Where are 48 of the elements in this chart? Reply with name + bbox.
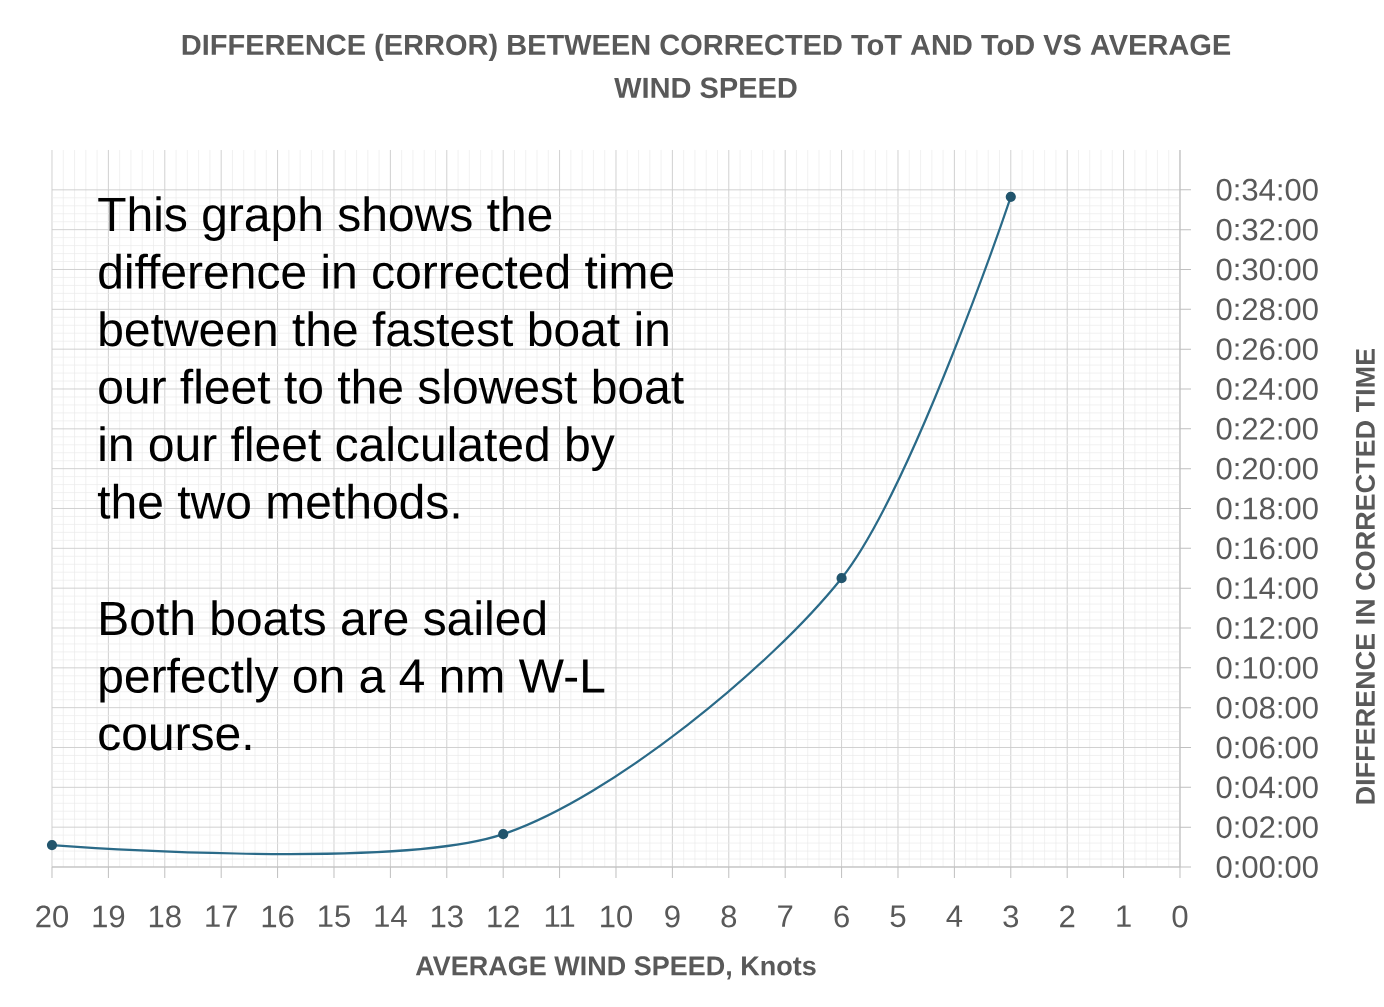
y-tick-label: 0:30:00 (1216, 258, 1318, 281)
x-tick-label: 17 (206, 905, 237, 927)
y-tick-label: 0:26:00 (1216, 338, 1318, 361)
x-tick-label: 12 (488, 905, 519, 928)
x-tick-label: 11 (545, 905, 575, 927)
y-tick-label: 0:22:00 (1216, 417, 1318, 440)
annotation: Both boats are sailed perfectly on a 4 nm W-L course. (99, 600, 605, 751)
x-tick-label: 13 (431, 905, 463, 928)
x-tick-label: 2 (1060, 905, 1075, 928)
x-tick-label: 0 (1172, 905, 1188, 928)
x-tick-label: 19 (93, 905, 125, 928)
y-tick-label: 0:02:00 (1216, 816, 1318, 839)
y-tick-label: 0:24:00 (1216, 378, 1318, 400)
y-tick-label: 0:14:00 (1216, 577, 1318, 600)
y-tick-label: 0:18:00 (1216, 497, 1318, 520)
x-tick-label: 4 (946, 905, 963, 927)
x-tick-label: 10 (601, 905, 633, 928)
x-tick-label: 3 (1003, 905, 1019, 928)
point (498, 829, 509, 840)
y-tick-label: 0:12:00 (1216, 617, 1318, 639)
x-tick-label: 1 (1117, 905, 1131, 927)
x-tick-label: 5 (890, 905, 906, 928)
x-tick-label: 15 (319, 905, 350, 928)
point (836, 573, 847, 584)
x-tick-label: 7 (778, 905, 793, 927)
y-tick-label: 0:10:00 (1216, 656, 1318, 679)
point (46, 839, 58, 851)
annotation: This graph shows the difference in corrected time between the fastest boat in our fleet to the slowest boat in our fleet calculated by the two methods. (97, 196, 684, 519)
point (1005, 191, 1016, 202)
x-axis-title: AVERAGE WIND SPEED, Knots (415, 956, 816, 980)
y-axis-title: DIFFERENCE IN CORRECTED TIME (1355, 348, 1375, 804)
y-tick-label: 0:00:00 (1216, 856, 1318, 878)
x-tick-label: 9 (665, 905, 680, 928)
x-tick-label: 20 (36, 905, 69, 928)
y-tick-label: 0:32:00 (1216, 218, 1318, 241)
y-tick-label: 0:04:00 (1216, 776, 1318, 799)
x-tick-label: 14 (375, 905, 407, 927)
chart-title: DIFFERENCE (ERROR) BETWEEN CORRECTED ToT AND ToD VS AVERAGE WIND SPEED (182, 33, 1231, 99)
y-tick-label: 0:28:00 (1216, 298, 1318, 321)
y-tick-label: 0:16:00 (1216, 537, 1318, 560)
x-tick-label: 8 (721, 905, 737, 928)
x-tick-label: 18 (149, 905, 181, 928)
y-tick-label: 0:34:00 (1216, 178, 1318, 201)
y-tick-label: 0:08:00 (1216, 696, 1318, 719)
y-tick-label: 0:06:00 (1216, 736, 1318, 759)
y-tick-label: 0:20:00 (1216, 457, 1318, 480)
x-tick-label: 6 (834, 905, 849, 928)
x-tick-label: 16 (262, 905, 294, 928)
